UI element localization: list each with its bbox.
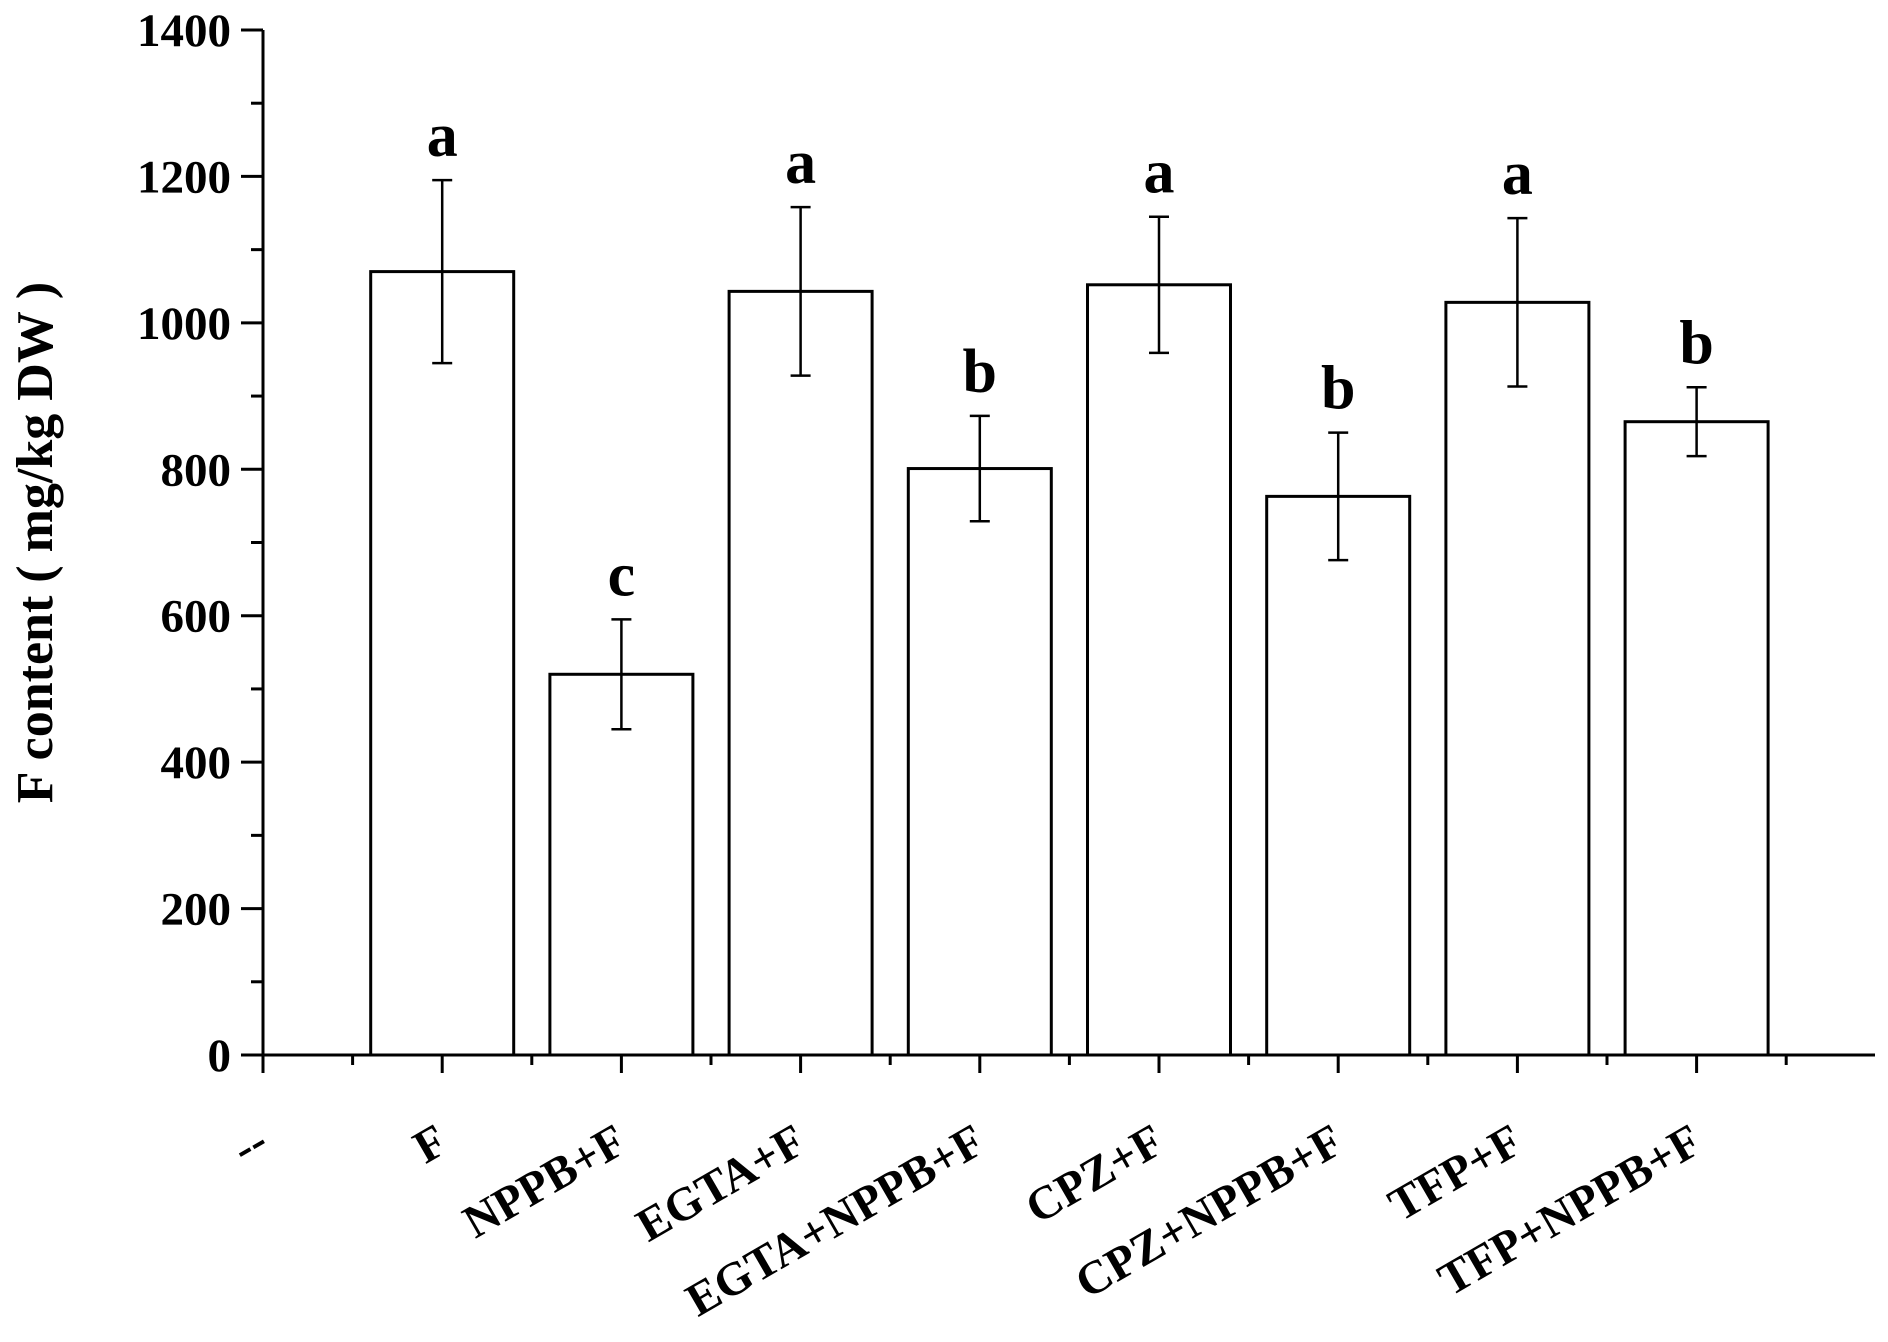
bar <box>1444 300 1591 1057</box>
significance-label: b <box>963 338 997 406</box>
bar <box>548 672 695 1057</box>
bar <box>1623 420 1770 1057</box>
y-tick-label: 800 <box>161 444 232 496</box>
significance-label: a <box>427 102 458 170</box>
x-tick-label: TFP+F <box>1380 1114 1531 1231</box>
significance-letters: a c a b a b a b <box>427 102 1714 609</box>
significance-label: b <box>1679 309 1713 377</box>
x-tick-label: -- <box>223 1114 276 1175</box>
y-tick-label: 400 <box>161 737 232 789</box>
bars <box>369 270 1770 1057</box>
significance-label: b <box>1321 355 1355 423</box>
significance-label: a <box>1502 140 1533 208</box>
bar <box>1265 494 1412 1057</box>
y-axis-title: F content ( mg/kg DW ) <box>7 282 64 803</box>
significance-label: a <box>1144 139 1175 207</box>
bar <box>369 270 516 1057</box>
y-tick-label: 0 <box>208 1030 232 1082</box>
y-tick-label: 600 <box>161 591 232 643</box>
error-bars <box>432 178 1707 731</box>
y-tick-label: 1400 <box>137 5 231 57</box>
significance-label: c <box>608 541 636 609</box>
x-tick-label: F <box>405 1114 456 1173</box>
bar <box>906 467 1053 1057</box>
x-tick-label: NPPB+F <box>455 1114 635 1248</box>
bar <box>1086 283 1232 1057</box>
x-tick-label: EGTA+NPPB+F <box>677 1114 993 1326</box>
y-tick-label: 200 <box>161 884 232 936</box>
bar <box>727 289 874 1057</box>
significance-label: a <box>785 129 816 197</box>
y-axis: 0 200 400 600 800 1000 1200 1400 <box>137 5 265 1082</box>
y-tick-label: 1200 <box>137 151 231 203</box>
y-tick-label: 1000 <box>137 298 231 350</box>
